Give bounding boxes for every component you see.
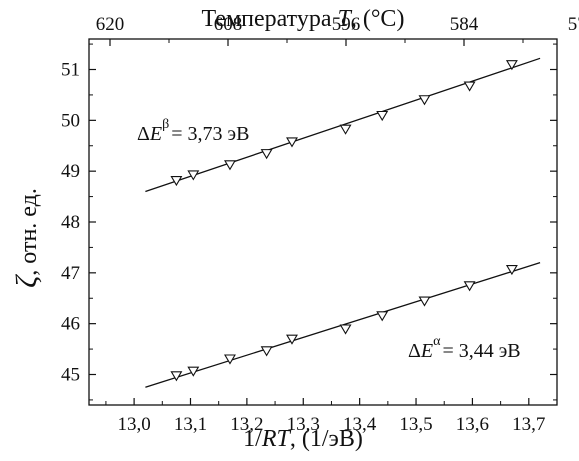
y-axis-title-symbol: ζ — [10, 274, 43, 288]
data-point-series-1 — [463, 281, 476, 292]
y-tick-label: 50 — [61, 110, 80, 131]
y-tick-label: 49 — [61, 161, 80, 182]
annotation-alpha-value: = 3,44 эВ — [442, 340, 520, 362]
data-point-series-0 — [260, 149, 273, 160]
top-axis-title-suffix: , (°C) — [351, 6, 405, 32]
y-tick-label: 47 — [61, 263, 80, 284]
x-tick-label: 13,1 — [174, 414, 207, 435]
x-axis-title-prefix: 1/ — [243, 426, 262, 452]
x-axis-title: 1/RT, (1/эВ) — [243, 426, 363, 452]
data-point-series-1 — [170, 371, 183, 382]
y-tick-label: 48 — [61, 212, 80, 233]
data-point-series-0 — [376, 110, 389, 122]
data-point-series-0 — [463, 81, 476, 92]
data-point-series-1 — [286, 334, 298, 345]
x-axis-title-suffix: , (1/эВ) — [290, 426, 363, 452]
data-point-series-0 — [286, 137, 298, 148]
top-tick-label: 596 — [332, 14, 361, 35]
y-tick-label: 51 — [61, 60, 80, 81]
annotation-beta-delta: Δ — [137, 123, 150, 145]
left-axis: 45 46 47 48 49 50 51 — [61, 43, 557, 401]
data-point-series-0 — [339, 124, 352, 135]
annotation-beta-var: E — [149, 123, 162, 145]
y-tick-label: 46 — [61, 314, 80, 335]
x-tick-label: 13,0 — [117, 414, 150, 435]
data-point-series-1 — [187, 366, 200, 377]
data-point-series-0 — [505, 60, 518, 71]
annotation-alpha-sup: α — [433, 334, 441, 349]
annotation-beta-sup: β — [162, 117, 169, 132]
data-point-series-0 — [224, 160, 236, 171]
data-point-series-1 — [224, 354, 236, 365]
annotation-alpha-delta: Δ — [408, 340, 421, 362]
data-point-series-1 — [339, 324, 352, 335]
top-axis-title-var: T — [337, 6, 352, 32]
fit-lines — [145, 57, 541, 388]
data-point-series-1 — [260, 346, 273, 357]
y-axis-title-text: , отн. ед. — [16, 188, 42, 276]
data-markers — [170, 60, 518, 382]
top-tick-label: 620 — [96, 14, 125, 35]
x-tick-label: 13,4 — [343, 414, 377, 435]
data-point-series-1 — [376, 311, 389, 322]
top-axis: 620 608 596 584 572 — [96, 14, 579, 46]
top-tick-label: 608 — [214, 14, 243, 35]
x-tick-label: 13,5 — [399, 414, 432, 435]
bottom-axis: 13,0 13,1 13,2 13,3 13,4 13,5 13,6 13,7 — [105, 398, 545, 435]
annotation-beta-value: = 3,73 эВ — [171, 123, 249, 145]
x-tick-label: 13,6 — [456, 414, 489, 435]
x-tick-label: 13,7 — [512, 414, 545, 435]
top-tick-label: 572 — [568, 14, 579, 35]
x-tick-label: 13,2 — [230, 414, 263, 435]
data-point-series-0 — [418, 95, 431, 106]
y-tick-label: 45 — [61, 365, 80, 386]
x-tick-label: 13,3 — [287, 414, 320, 435]
data-point-series-1 — [505, 264, 518, 276]
x-axis-title-var: RT — [261, 426, 292, 452]
annotation-alpha: ΔEα = 3,44 эВ — [408, 334, 521, 362]
top-axis-title-prefix: Температура — [202, 6, 338, 32]
data-point-series-0 — [170, 176, 183, 187]
annotation-beta: ΔEβ = 3,73 эВ — [137, 117, 249, 145]
data-point-series-1 — [418, 296, 431, 307]
top-tick-label: 584 — [450, 14, 479, 35]
data-point-series-0 — [187, 170, 200, 181]
annotation-alpha-var: E — [420, 340, 433, 362]
y-axis-title: ζ, отн. ед. — [10, 188, 43, 288]
top-axis-title: Температура T, (°C) — [202, 6, 405, 32]
